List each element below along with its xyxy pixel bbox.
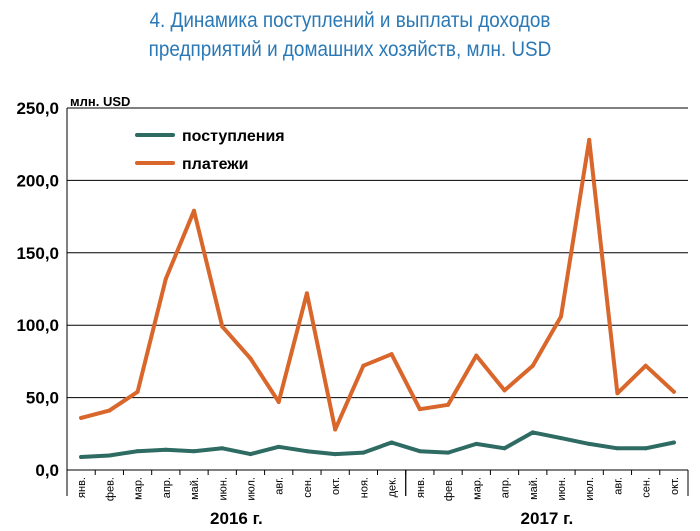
x-tick-label: авг.	[612, 477, 624, 495]
year-label: 2016 г.	[210, 509, 263, 528]
data-point	[587, 441, 592, 446]
data-point	[389, 440, 394, 445]
x-tick-label: мар.	[471, 477, 483, 500]
y-tick-label: 0,0	[35, 461, 59, 480]
data-point	[276, 444, 281, 449]
data-point	[417, 407, 422, 412]
chart-title: 4. Динамика поступлений и выплаты доходо…	[35, 6, 665, 64]
series-line-2	[79, 137, 676, 432]
y-tick-label: 50,0	[26, 389, 59, 408]
data-point	[333, 452, 338, 457]
chart-title-line-2: предприятий и домашних хозяйств, млн. US…	[148, 38, 552, 61]
data-point	[558, 436, 563, 441]
x-tick-label: сен.	[302, 477, 314, 498]
data-point	[248, 356, 253, 361]
data-point	[79, 454, 84, 459]
data-point	[220, 324, 225, 329]
data-point	[446, 402, 451, 407]
data-point	[502, 388, 507, 393]
data-point	[389, 352, 394, 357]
x-tick-label: июн.	[556, 477, 568, 501]
x-tick-label: ноя.	[358, 477, 370, 498]
data-point	[502, 446, 507, 451]
data-point	[135, 449, 140, 454]
x-tick-label: июн.	[217, 477, 229, 501]
chart-title-line-1: 4. Динамика поступлений и выплаты доходо…	[149, 9, 551, 32]
data-point	[530, 430, 535, 435]
data-point	[333, 427, 338, 432]
data-point	[248, 452, 253, 457]
data-point	[79, 415, 84, 420]
year-label: 2017 г.	[521, 509, 574, 528]
data-point	[304, 449, 309, 454]
data-point	[474, 441, 479, 446]
data-point	[107, 408, 112, 413]
legend: поступления платежи	[135, 128, 285, 173]
x-tick-label: фев.	[104, 477, 116, 501]
data-point	[446, 450, 451, 455]
data-point	[587, 137, 592, 142]
x-tick-label: апр.	[161, 477, 173, 498]
data-point	[474, 353, 479, 358]
x-tick-label: май.	[528, 477, 540, 500]
y-axis-unit-label: млн. USD	[70, 94, 130, 109]
axes	[66, 108, 689, 496]
x-tick-label: фев.	[443, 477, 455, 501]
data-point	[671, 389, 676, 394]
data-point	[361, 450, 366, 455]
data-point	[671, 440, 676, 445]
x-tick-label: окт.	[330, 477, 342, 495]
x-tick-label: июл.	[584, 477, 596, 501]
x-tick-label: янв.	[76, 477, 88, 498]
data-point	[643, 446, 648, 451]
x-tick-label: мар.	[133, 477, 145, 500]
data-point	[530, 363, 535, 368]
data-point	[615, 391, 620, 396]
data-point	[107, 453, 112, 458]
series-lines	[79, 137, 676, 459]
data-point	[163, 276, 168, 281]
x-tick-label: сен.	[641, 477, 653, 498]
y-tick-label: 250,0	[16, 99, 59, 118]
x-tick-label: май.	[189, 477, 201, 500]
x-tick-label: июл.	[245, 477, 257, 501]
data-point	[361, 363, 366, 368]
x-tick-label: окт.	[669, 477, 681, 495]
data-point	[643, 363, 648, 368]
y-tick-label: 200,0	[16, 171, 59, 190]
series-line-1	[79, 430, 676, 459]
data-point	[558, 314, 563, 319]
data-point	[192, 208, 197, 213]
data-point	[220, 446, 225, 451]
x-tick-label: авг.	[274, 477, 286, 495]
data-point	[417, 449, 422, 454]
grid-lines	[67, 107, 688, 399]
data-point	[615, 446, 620, 451]
legend-label: платежи	[182, 156, 248, 173]
y-tick-label: 100,0	[16, 316, 59, 335]
data-point	[163, 447, 168, 452]
y-tick-label: 150,0	[16, 244, 59, 263]
legend-label: поступления	[182, 128, 285, 145]
data-point	[276, 399, 281, 404]
x-axis-tick-labels: янв. фев. мар. апр. май. июн. июл. авг. сен. окт.…	[76, 477, 681, 528]
data-point	[304, 291, 309, 296]
data-point	[192, 449, 197, 454]
x-tick-label: янв.	[415, 477, 427, 498]
data-point	[135, 389, 140, 394]
y-axis-tick-labels: 0,0 50,0 100,0 150,0 200,0 250,0	[16, 99, 59, 480]
x-tick-label: апр.	[500, 477, 512, 498]
x-tick-label: дек.	[387, 477, 399, 497]
